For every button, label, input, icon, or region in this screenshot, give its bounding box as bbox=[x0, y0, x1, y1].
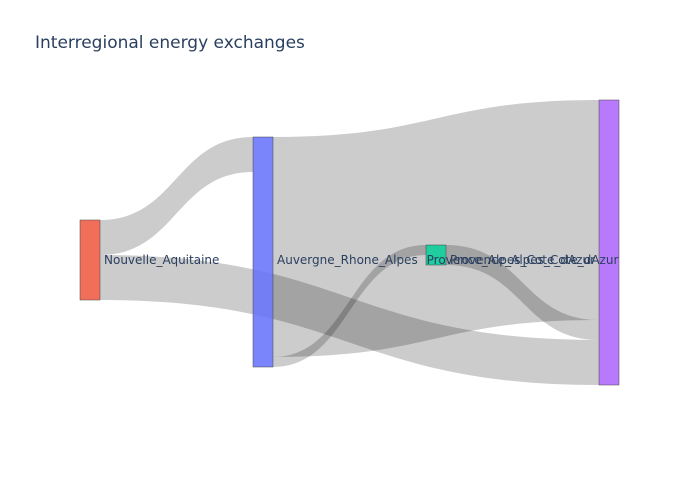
links-layer bbox=[100, 100, 599, 385]
sankey-node-Provence_Alpes_Cote_dAzur-3[interactable] bbox=[598, 99, 620, 386]
nodes-layer bbox=[79, 99, 620, 386]
sankey-node-label-0: Nouvelle_Aquitaine bbox=[104, 253, 219, 267]
sankey-node-Auvergne_Rhone_Alpes-1[interactable] bbox=[252, 136, 274, 368]
sankey-link-Provence_Alpes_Cote_dAzur-to-Provence_Alpes_Cote_dAzur[interactable] bbox=[446, 245, 599, 340]
sankey-link-Auvergne_Rhone_Alpes-to-Provence_Alpes_Cote_dAzur[interactable] bbox=[273, 245, 426, 367]
sankey-node-label-2: Provence_Alpes_Cote_dAzur bbox=[450, 253, 618, 267]
sankey-link-Nouvelle_Aquitaine-to-Auvergne_Rhone_Alpes[interactable] bbox=[100, 137, 253, 255]
chart-title: Interregional energy exchanges bbox=[35, 33, 305, 53]
labels-layer: Nouvelle_Aquitaine Auvergne_Rhone_Alpes Pr… bbox=[104, 253, 618, 267]
sankey-node-label-1: Auvergne_Rhone_Alpes bbox=[277, 253, 418, 267]
sankey-node-Nouvelle_Aquitaine-0[interactable] bbox=[79, 219, 101, 301]
sankey-link-Nouvelle_Aquitaine-to-Provence_Alpes_Cote_dAzur[interactable] bbox=[100, 255, 599, 385]
sankey-link-Auvergne_Rhone_Alpes-to-Provence_Alpes_Cote_dAzur[interactable] bbox=[273, 100, 599, 357]
sankey-node-Provence_Alpes_Cote_dAzur-2[interactable] bbox=[425, 244, 447, 266]
sankey-node-label-3: Provence_Alpes_Cote_dAzur bbox=[427, 253, 595, 267]
